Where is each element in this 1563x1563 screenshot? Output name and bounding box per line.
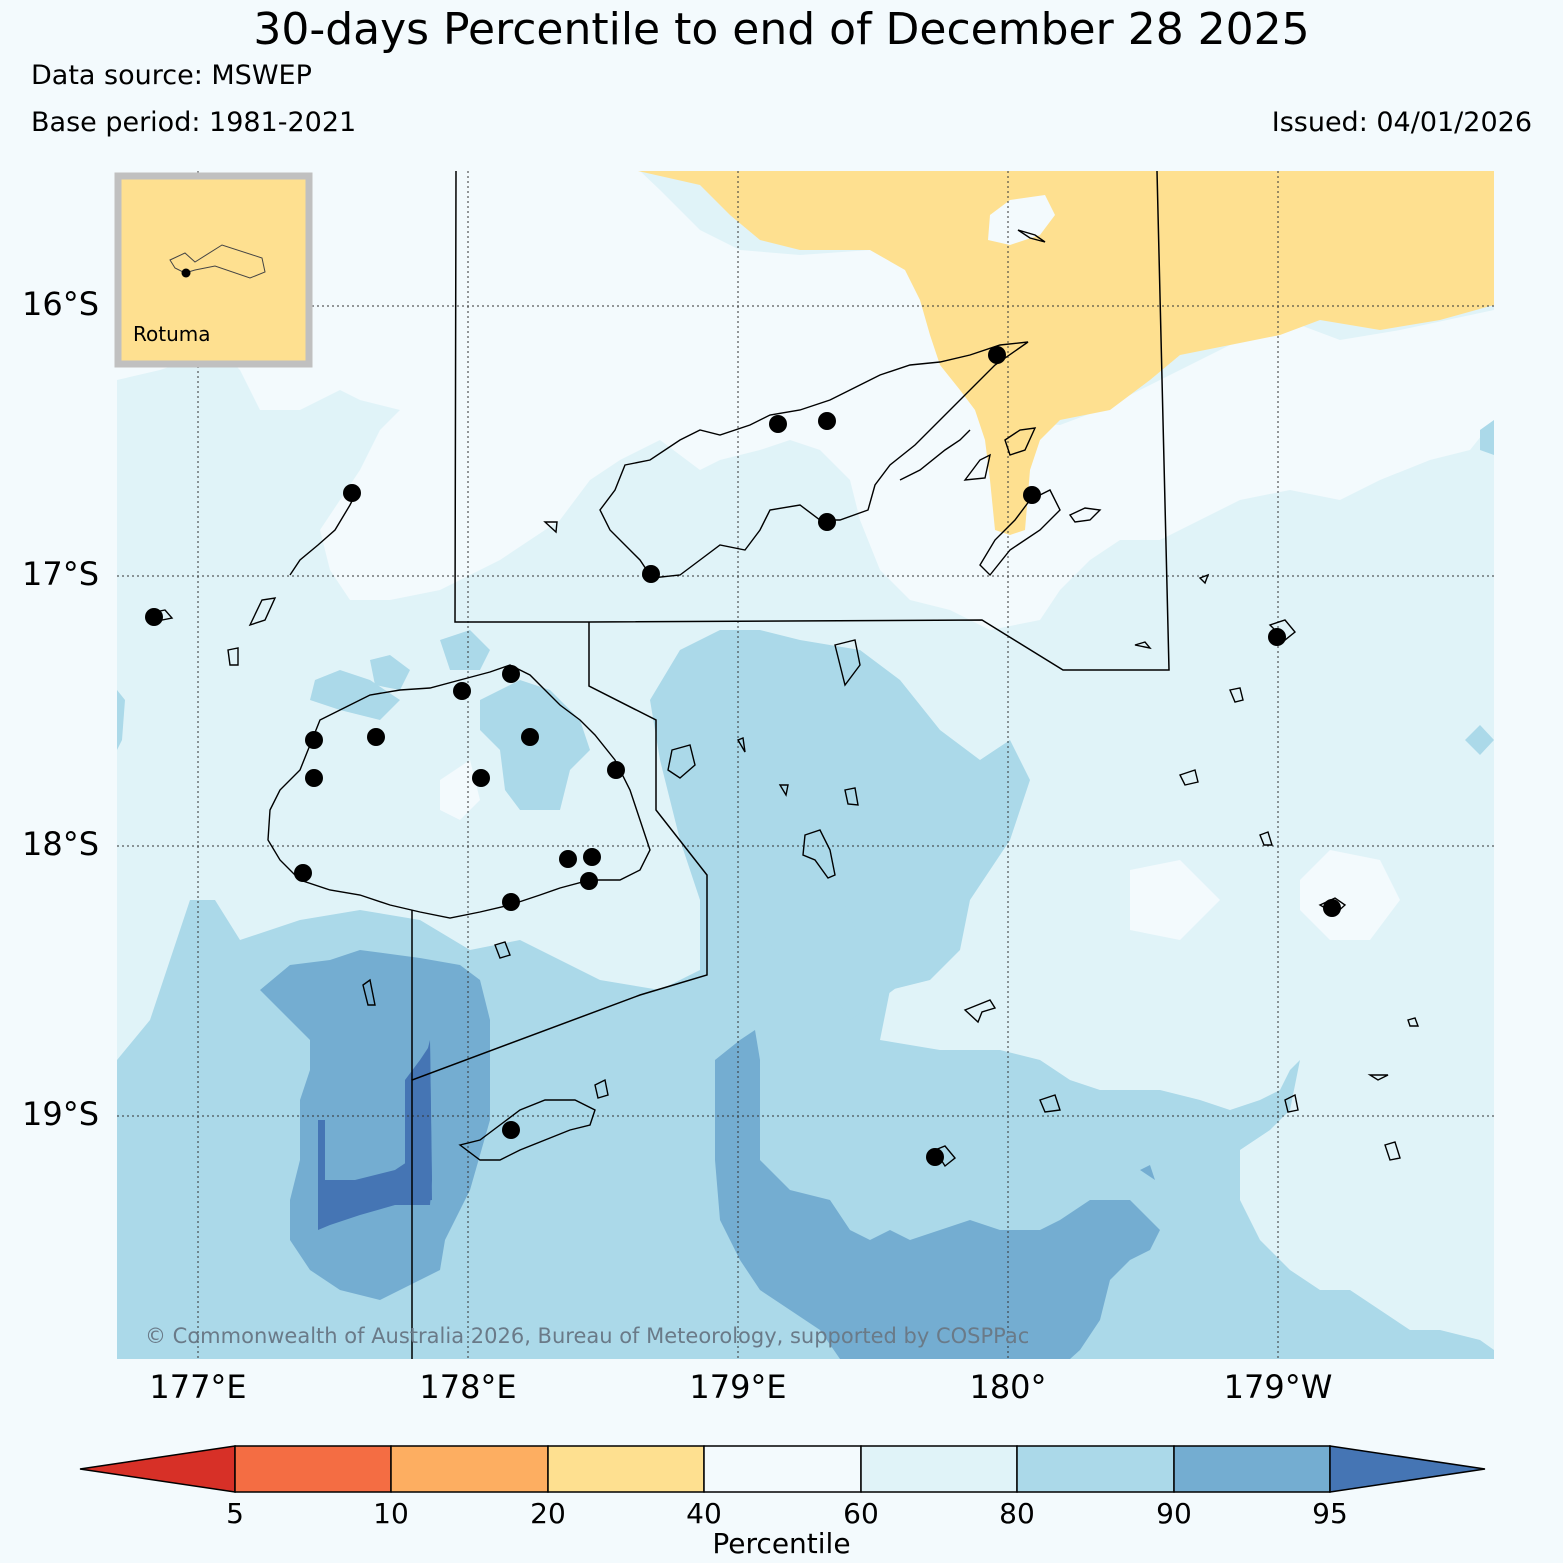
- station-marker: [1023, 486, 1041, 504]
- station-marker: [642, 565, 660, 583]
- lon-label-177e: 177°E: [149, 1368, 247, 1406]
- field-95-plus: [318, 1040, 432, 1230]
- stations: [145, 346, 1341, 1166]
- issued-date: Issued: 04/01/2026: [1271, 107, 1532, 138]
- colorbar-under: [79, 1445, 236, 1493]
- field-90-95-west: [260, 950, 490, 1300]
- inset-label: Rotuma: [133, 322, 211, 346]
- lon-label-179e: 179°E: [689, 1368, 787, 1406]
- colorbar-tick: 5: [226, 1497, 244, 1530]
- station-marker: [294, 864, 312, 882]
- graticule: [117, 171, 1494, 1359]
- field-80-90-island-c: [310, 670, 400, 720]
- station-marker: [453, 682, 471, 700]
- copyright-notice: © Commonwealth of Australia 2026, Bureau…: [145, 1324, 1030, 1348]
- station-marker: [521, 728, 539, 746]
- kadavu: [458, 1099, 596, 1161]
- field-80-90-island-b: [440, 630, 490, 670]
- coastlines: [153, 229, 1420, 1168]
- station-marker: [580, 872, 598, 890]
- ovalau: [667, 744, 696, 779]
- station-marker: [305, 769, 323, 787]
- division-boundaries: [411, 171, 1170, 1359]
- colorbar-20-40: [547, 1445, 705, 1493]
- station-marker: [502, 665, 520, 683]
- station-marker: [818, 412, 836, 430]
- map-area: [117, 171, 1494, 1359]
- field-80-90-island-d: [370, 655, 410, 690]
- station-marker: [343, 484, 361, 502]
- colorbar-over: [1329, 1445, 1486, 1493]
- station-marker: [502, 1121, 520, 1139]
- field-40-60-mid: [440, 760, 480, 820]
- vanua-levu: [599, 341, 1029, 579]
- koro: [834, 639, 861, 687]
- station-marker: [367, 728, 385, 746]
- field-40-60-east2: [1300, 850, 1400, 940]
- field-80-90-interior: [760, 860, 920, 1020]
- lon-label-180: 180°: [969, 1368, 1047, 1406]
- station-marker: [988, 346, 1006, 364]
- colorbar-tick: 10: [373, 1497, 409, 1530]
- station-marker: [145, 608, 163, 626]
- colorbar-80-90: [1016, 1445, 1175, 1493]
- station-marker: [818, 513, 836, 531]
- colorbar-40-60: [703, 1445, 862, 1493]
- taveuni: [979, 489, 1061, 577]
- field-95-plus-main: [395, 1045, 432, 1205]
- station-marker: [583, 848, 601, 866]
- station-marker: [502, 893, 520, 911]
- field-80-90-island-a: [480, 680, 590, 810]
- colorbar-tick: 90: [1156, 1497, 1192, 1530]
- rotuma-station-marker: [181, 268, 191, 278]
- field-80-90-west: [117, 690, 125, 750]
- lat-label-16s: 16°S: [22, 285, 100, 323]
- lat-label-17s: 17°S: [22, 555, 100, 593]
- base-period: Base period: 1981-2021: [31, 107, 357, 138]
- lon-label-179w: 179°W: [1223, 1368, 1333, 1406]
- station-marker: [559, 850, 577, 868]
- station-marker: [1323, 899, 1341, 917]
- colorbar-90-95: [1173, 1445, 1331, 1493]
- field-80-90-ne: [1480, 420, 1494, 455]
- inset-map-rotuma: [114, 172, 313, 368]
- colorbar-tick: 40: [686, 1497, 722, 1530]
- colorbar-5-10: [234, 1445, 392, 1493]
- field-20-40: [638, 171, 1494, 535]
- colorbar-tick: 20: [530, 1497, 566, 1530]
- field-40-60-north: [117, 171, 1494, 630]
- data-source: Data source: MSWEP: [31, 60, 312, 91]
- map-title: 30-days Percentile to end of December 28…: [253, 4, 1310, 55]
- field-90-95-south: [715, 1030, 1160, 1359]
- colorbar: [79, 1445, 1486, 1493]
- colorbar-tick: 60: [843, 1497, 879, 1530]
- field-40-60-hole: [988, 195, 1055, 245]
- colorbar-tick: 95: [1312, 1497, 1348, 1530]
- lat-label-19s: 19°S: [22, 1095, 100, 1133]
- station-marker: [305, 731, 323, 749]
- viti-levu: [267, 664, 651, 919]
- field-90-95-sw: [1140, 1165, 1155, 1180]
- colorbar-60-80: [860, 1445, 1018, 1493]
- lat-label-18s: 18°S: [22, 825, 100, 863]
- field-40-60-east: [1130, 860, 1220, 940]
- station-marker: [607, 761, 625, 779]
- colorbar-10-20: [390, 1445, 549, 1493]
- lon-label-178e: 178°E: [419, 1368, 517, 1406]
- station-marker: [472, 769, 490, 787]
- station-marker: [769, 415, 787, 433]
- station-marker: [926, 1148, 944, 1166]
- field-80-90-east: [1465, 725, 1494, 755]
- station-marker: [1268, 628, 1286, 646]
- colorbar-tick: 80: [999, 1497, 1035, 1530]
- colorbar-label: Percentile: [712, 1527, 851, 1560]
